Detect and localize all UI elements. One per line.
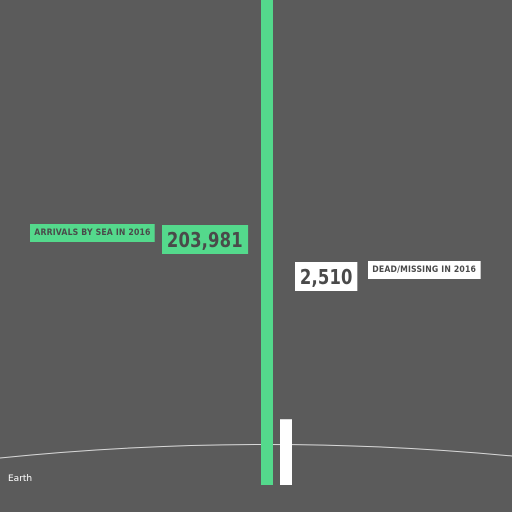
arrivals-category-label: ARRIVALS BY SEA IN 2016 <box>30 224 155 242</box>
dead-missing-category-label: DEAD/MISSING IN 2016 <box>368 261 481 279</box>
dead-missing-value-label: 2,510 <box>295 262 358 291</box>
earth-label: Earth <box>8 474 33 484</box>
earth-horizon-line <box>0 443 512 459</box>
dead-missing-bar <box>280 419 292 485</box>
arrivals-bar <box>261 0 273 485</box>
arrivals-value-label: 203,981 <box>162 225 248 254</box>
